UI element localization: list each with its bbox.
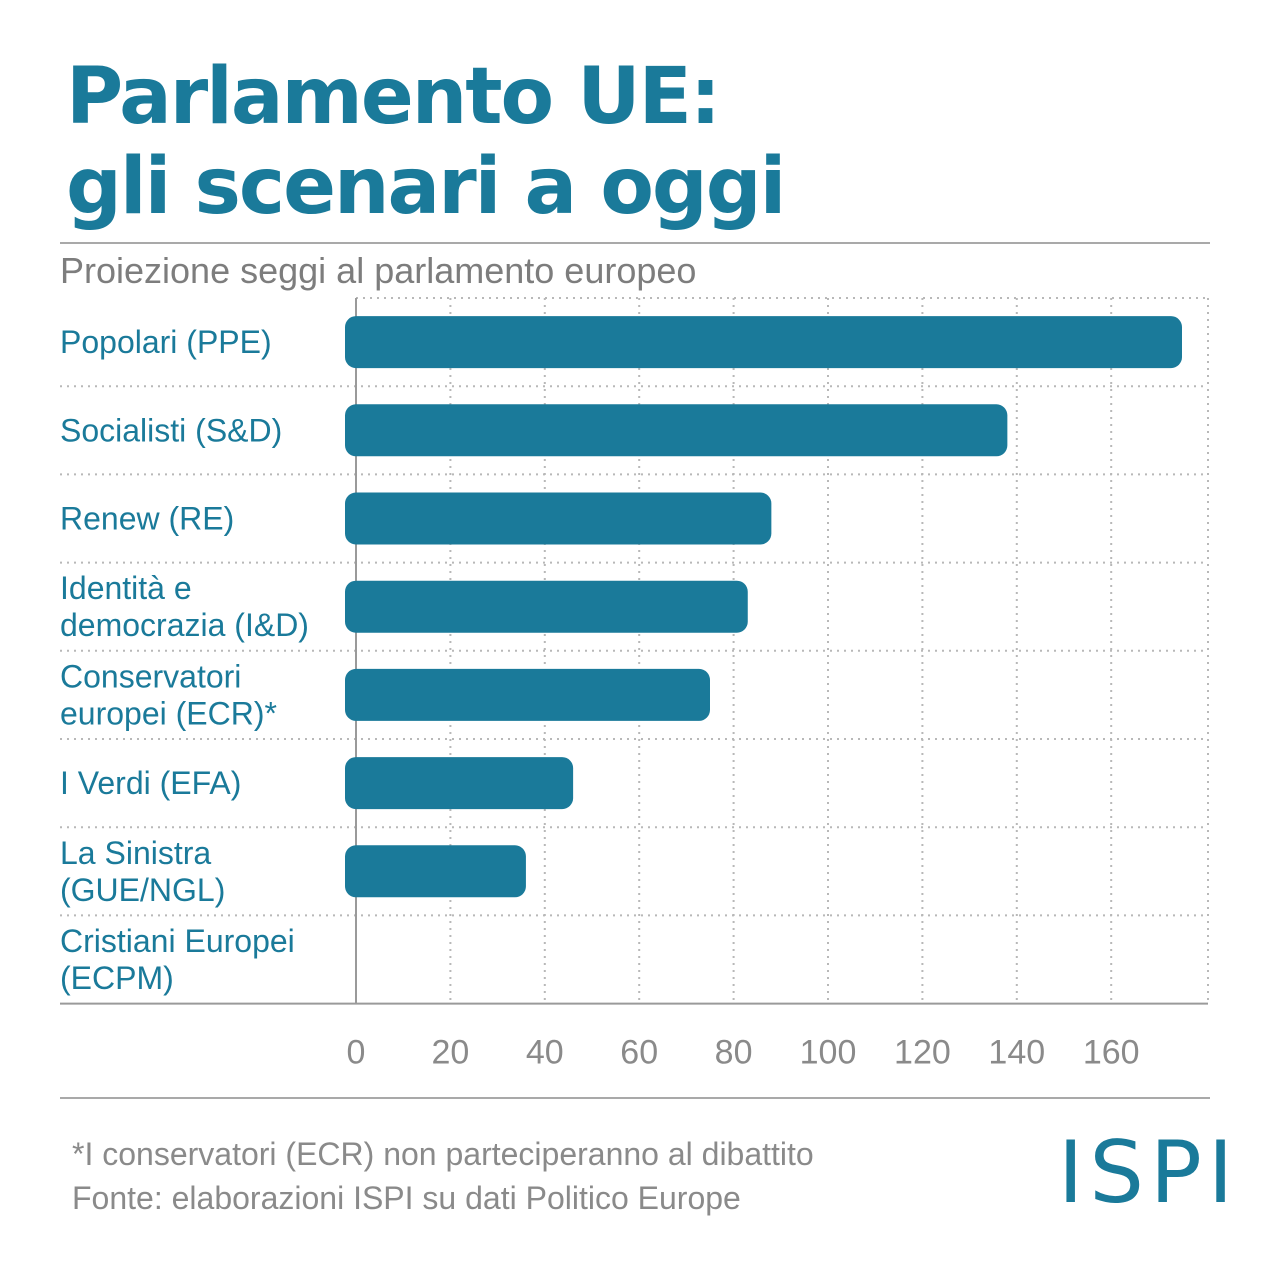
title-divider xyxy=(60,242,1210,244)
x-tick-label-40: 40 xyxy=(526,1034,564,1072)
category-label-4-line-0: Conservatori xyxy=(60,658,241,694)
category-label-5: I Verdi (EFA) xyxy=(60,765,241,801)
footer-divider xyxy=(60,1097,1210,1099)
chart-subtitle: Proiezione seggi al parlamento europeo xyxy=(60,250,697,291)
category-label-1: Socialisti (S&D) xyxy=(60,412,282,448)
footnote-source: Fonte: elaborazioni ISPI su dati Politic… xyxy=(72,1180,741,1216)
x-tick-label-120: 120 xyxy=(894,1034,951,1072)
title-line-1: Parlamento UE: xyxy=(66,52,721,142)
category-label-6-line-1: (GUE/NGL) xyxy=(60,872,225,908)
category-label-7-line-1: (ECPM) xyxy=(60,960,174,996)
category-label-3-line-0: Identità e xyxy=(60,570,192,606)
footnote-note: *I conservatori (ECR) non parteciperanno… xyxy=(72,1136,814,1172)
x-tick-label-100: 100 xyxy=(800,1034,857,1072)
bar-6 xyxy=(345,845,526,898)
footnote: *I conservatori (ECR) non parteciperanno… xyxy=(72,1132,814,1220)
x-tick-label-160: 160 xyxy=(1083,1034,1140,1072)
x-tick-label-60: 60 xyxy=(620,1034,658,1072)
title-line-2: gli scenari a oggi xyxy=(66,142,786,232)
bar-5 xyxy=(345,757,574,810)
bar-2 xyxy=(345,492,772,545)
bar-4 xyxy=(345,668,710,721)
category-label-6-line-0: La Sinistra xyxy=(60,835,211,871)
category-label-3-line-1: democrazia (I&D) xyxy=(60,607,309,643)
category-label-7-line-0: Cristiani Europei xyxy=(60,923,295,959)
ispi-logo: ISPI xyxy=(1058,1123,1240,1223)
category-label-0: Popolari (PPE) xyxy=(60,324,272,360)
category-label-4-line-1: europei (ECR)* xyxy=(60,695,277,731)
bar-1 xyxy=(345,404,1008,457)
bar-0 xyxy=(345,316,1182,369)
x-tick-label-0: 0 xyxy=(347,1034,366,1072)
bar-3 xyxy=(345,580,748,633)
x-tick-label-80: 80 xyxy=(715,1034,753,1072)
x-tick-label-20: 20 xyxy=(431,1034,469,1072)
page-title: Parlamento UE: gli scenari a oggi xyxy=(66,52,786,232)
category-label-2: Renew (RE) xyxy=(60,501,234,537)
x-tick-label-140: 140 xyxy=(988,1034,1045,1072)
